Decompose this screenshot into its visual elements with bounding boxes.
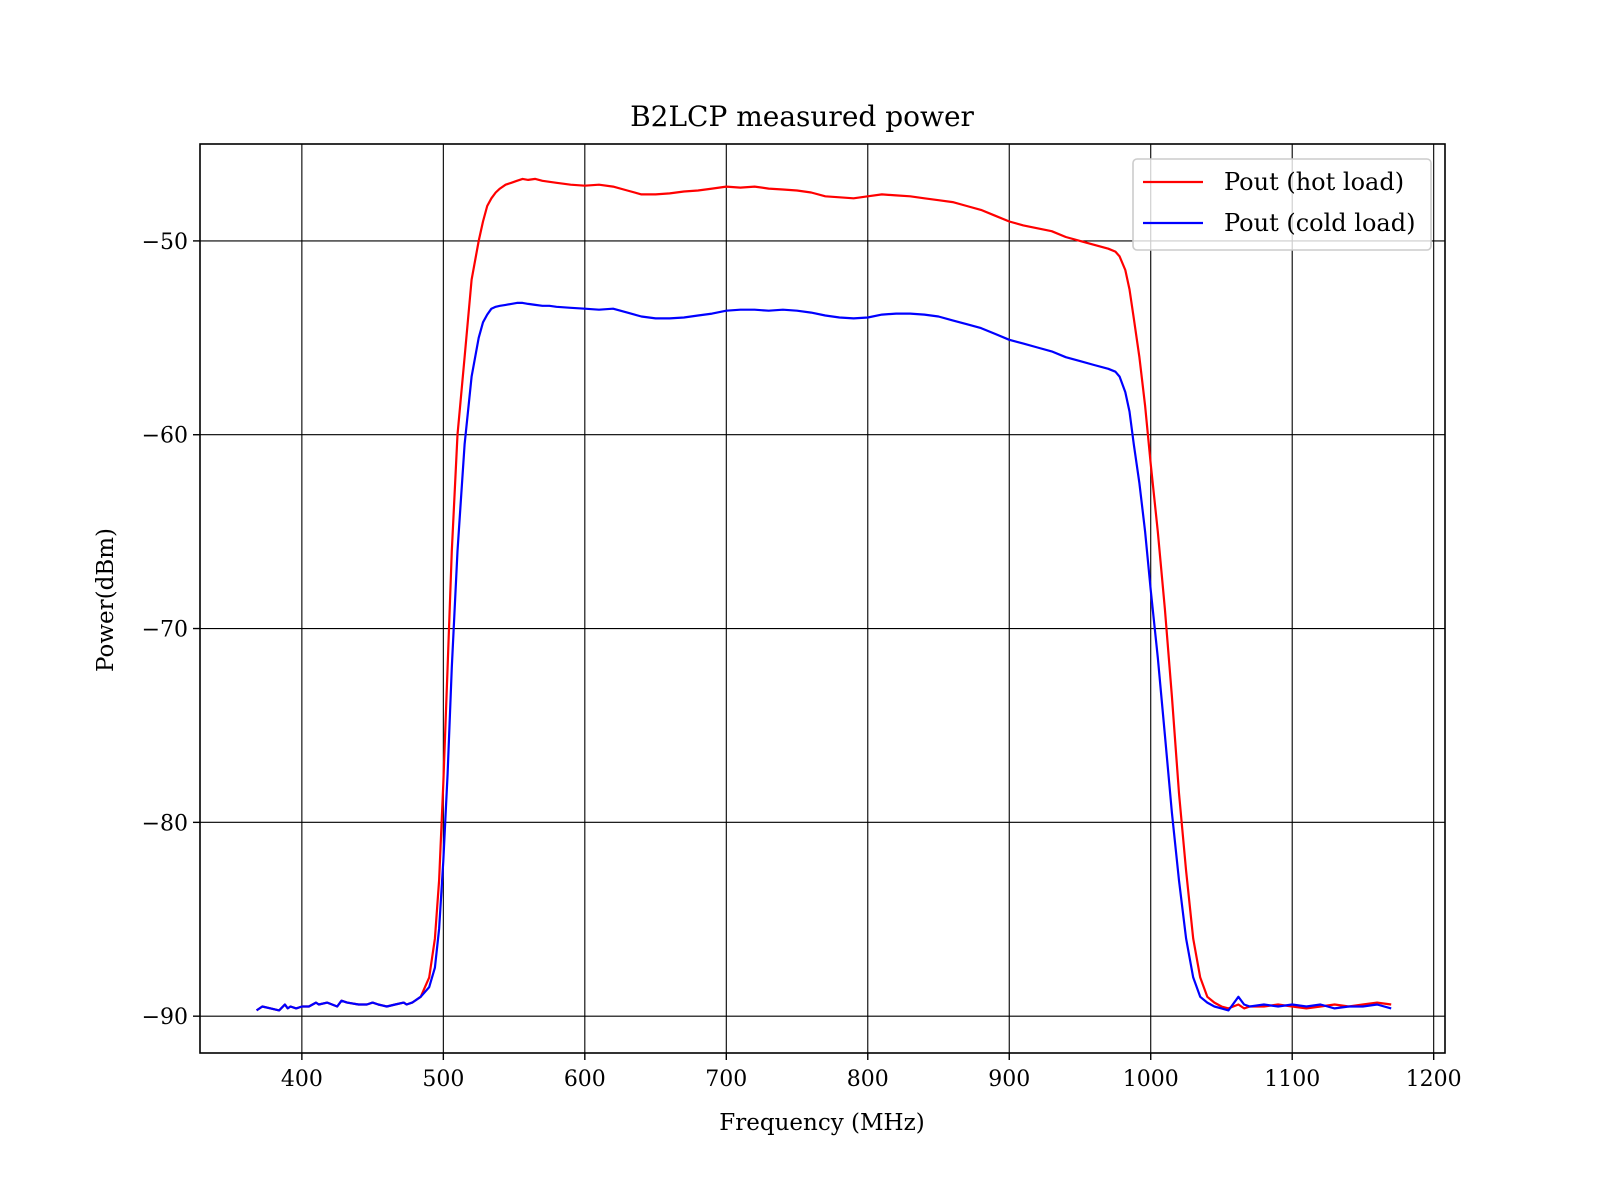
x-tick-label: 500: [422, 1067, 464, 1092]
y-tick-label: −90: [142, 1005, 188, 1030]
x-tick-label: 700: [705, 1067, 747, 1092]
legend-box: [1132, 158, 1432, 251]
y-axis-ticks: −90 −80 −70 −60 −50: [142, 230, 200, 1030]
x-tick-label: 1200: [1406, 1067, 1462, 1092]
chart-title: B2LCP measured power: [630, 100, 974, 133]
y-tick-label: −70: [142, 618, 188, 643]
x-tick-label: 1100: [1264, 1067, 1320, 1092]
series-line-cold-load: [255, 301, 1392, 1012]
legend-label: Pout (cold load): [1224, 209, 1415, 237]
plot-frame: [199, 143, 1446, 1054]
x-tick-label: 800: [847, 1067, 889, 1092]
y-tick-label: −50: [142, 230, 188, 255]
legend: Pout (hot load) Pout (cold load): [1132, 158, 1432, 251]
y-tick-label: −60: [142, 424, 188, 449]
y-axis-label: Power(dBm): [93, 528, 119, 672]
x-tick-label: 600: [564, 1067, 606, 1092]
legend-label: Pout (hot load): [1224, 168, 1404, 196]
x-tick-label: 900: [988, 1067, 1030, 1092]
grid-lines: [200, 144, 1445, 1053]
y-tick-label: −80: [142, 811, 188, 836]
x-tick-label: 1000: [1123, 1067, 1179, 1092]
x-axis-ticks: 400 500 600 700 800 900 1000 1100 1200: [281, 1053, 1462, 1092]
series-lines: [255, 177, 1392, 1012]
x-axis-label: Frequency (MHz): [719, 1110, 924, 1136]
x-tick-label: 400: [281, 1067, 323, 1092]
